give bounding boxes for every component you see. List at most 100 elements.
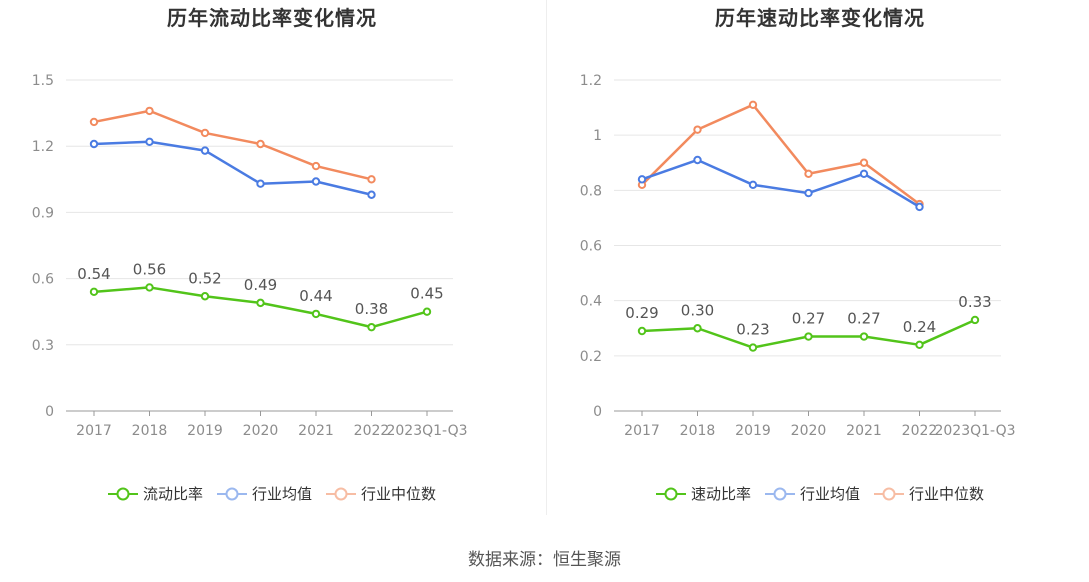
current-ratio-chart: 0 0.3 0.6 0.9 1.2 1.5 2017 2018 2019 2020 2021 2022…: [32, 73, 468, 439]
legend-label: 流动比率: [142, 485, 203, 503]
legend-item-industry-average[interactable]: 行业均值: [216, 483, 312, 504]
data-label: 0.27: [792, 310, 825, 328]
legend-marker-green-icon: [655, 487, 686, 500]
x-tick-label: 2022: [354, 423, 390, 439]
quick-ratio-panel: 历年速动比率变化情况 0 0.2 0.4 0.6 0.8 1 1.2 2017 2018 2019…: [548, 0, 1089, 520]
legend-marker-green-icon: [107, 487, 138, 500]
series-line-median: [641, 103, 921, 206]
legend-marker-orange-icon: [326, 487, 356, 500]
y-tick-label: 0: [593, 404, 602, 420]
data-label: 0.45: [410, 285, 443, 303]
data-point-ratio: [311, 309, 321, 319]
data-label: 0.49: [244, 276, 277, 294]
y-tick-label: 0.6: [32, 272, 54, 288]
data-point-avg: [804, 188, 813, 198]
data-point-ratio: [422, 307, 432, 316]
data-point-ratio: [89, 287, 99, 297]
data-source: 数据来源：恒生聚源: [468, 550, 621, 570]
data-point-ratio: [748, 343, 758, 352]
legend-item-industry-median[interactable]: 行业中位数: [326, 483, 436, 504]
x-tick-label: 2020: [243, 423, 279, 439]
data-point-avg: [311, 177, 321, 186]
x-tick-label: 2023Q1-Q3: [934, 423, 1015, 439]
y-tick-label: 0.6: [580, 239, 602, 255]
data-point-median: [256, 139, 265, 149]
legend-marker-blue-icon: [216, 487, 247, 500]
quick-ratio-chart: 0 0.2 0.4 0.6 0.8 1 1.2 2017 2018 2019 2020 2021 202…: [580, 73, 1016, 439]
data-point-median: [748, 100, 758, 110]
data-point-avg: [367, 190, 376, 199]
legend-marker-blue-icon: [764, 487, 795, 500]
data-point-avg: [145, 137, 154, 146]
legend-item-industry-average[interactable]: 行业均值: [764, 483, 860, 504]
data-point-ratio: [256, 298, 265, 308]
data-label: 0.52: [188, 269, 221, 287]
x-tick-label: 2022: [902, 423, 938, 439]
legend-label: 行业均值: [799, 485, 860, 503]
series-line-median: [93, 109, 372, 181]
data-point-ratio: [637, 326, 647, 336]
legend-label: 行业均值: [251, 485, 312, 503]
y-tick-label: 0.8: [580, 183, 602, 199]
y-tick-label: 1.2: [32, 139, 54, 155]
data-label: 0.23: [736, 321, 769, 339]
y-tick-label: 0.3: [32, 338, 54, 354]
data-label: 0.38: [355, 300, 388, 318]
data-point-avg: [89, 139, 99, 149]
x-tick-label: 2019: [187, 423, 223, 439]
legend-label: 行业中位数: [909, 485, 985, 503]
y-tick-label: 0.2: [580, 349, 602, 365]
x-tick-label: 2017: [624, 423, 660, 439]
data-label: 0.56: [133, 260, 166, 278]
x-tick-label: 2021: [846, 423, 882, 439]
x-tick-label: 2017: [76, 423, 112, 439]
legend-label: 速动比率: [690, 485, 751, 503]
legend-marker-orange-icon: [874, 487, 904, 500]
data-label: 0.33: [958, 293, 991, 311]
chart-title: 历年流动比率变化情况: [167, 6, 377, 30]
x-tick-label: 2020: [791, 423, 827, 439]
x-tick-label: 2018: [680, 423, 716, 439]
data-point-ratio: [693, 324, 702, 333]
legend-item-industry-median[interactable]: 行业中位数: [874, 483, 984, 504]
legend-item-current-ratio[interactable]: 流动比率: [107, 483, 203, 504]
data-label: 0.30: [681, 301, 714, 319]
data-point-avg: [859, 169, 869, 178]
legend-item-quick-ratio[interactable]: 速动比率: [655, 483, 751, 504]
data-point-ratio: [915, 340, 924, 349]
data-label: 0.29: [625, 304, 658, 322]
y-tick-label: 1.5: [32, 73, 54, 89]
y-tick-label: 0: [45, 404, 54, 420]
data-point-median: [145, 106, 154, 116]
data-label: 0.44: [299, 287, 332, 305]
y-tick-label: 0.4: [580, 294, 602, 310]
data-label: 0.27: [847, 310, 880, 328]
data-point-avg: [748, 180, 758, 190]
data-point-avg: [200, 146, 210, 155]
current-ratio-panel: 历年流动比率变化情况 0 0.3 0.6 0.9 1.2 1.5 2017 2018 2019 2…: [0, 0, 544, 520]
legend: 流动比率 行业均值 行业中位数: [0, 483, 544, 504]
x-tick-label: 2018: [132, 423, 168, 439]
x-tick-label: 2021: [298, 423, 334, 439]
data-point-avg: [256, 179, 265, 188]
data-point-median: [693, 125, 702, 134]
data-label: 0.24: [903, 318, 936, 336]
data-point-median: [89, 117, 99, 127]
data-point-median: [311, 161, 321, 171]
data-point-ratio: [367, 322, 376, 332]
data-point-ratio: [859, 332, 869, 341]
x-tick-label: 2023Q1-Q3: [386, 423, 467, 439]
data-point-median: [367, 175, 376, 184]
data-point-ratio: [970, 315, 980, 325]
data-point-median: [859, 158, 869, 167]
data-point-avg: [693, 155, 702, 165]
data-point-ratio: [200, 292, 210, 301]
legend-label: 行业中位数: [361, 485, 437, 503]
legend: 速动比率 行业均值 行业中位数: [548, 483, 1089, 504]
y-tick-label: 1.2: [580, 73, 602, 89]
y-tick-label: 1: [593, 128, 602, 144]
y-tick-label: 0.9: [32, 205, 54, 221]
data-point-median: [804, 169, 813, 178]
data-point-ratio: [145, 283, 154, 292]
data-point-avg: [637, 175, 647, 184]
